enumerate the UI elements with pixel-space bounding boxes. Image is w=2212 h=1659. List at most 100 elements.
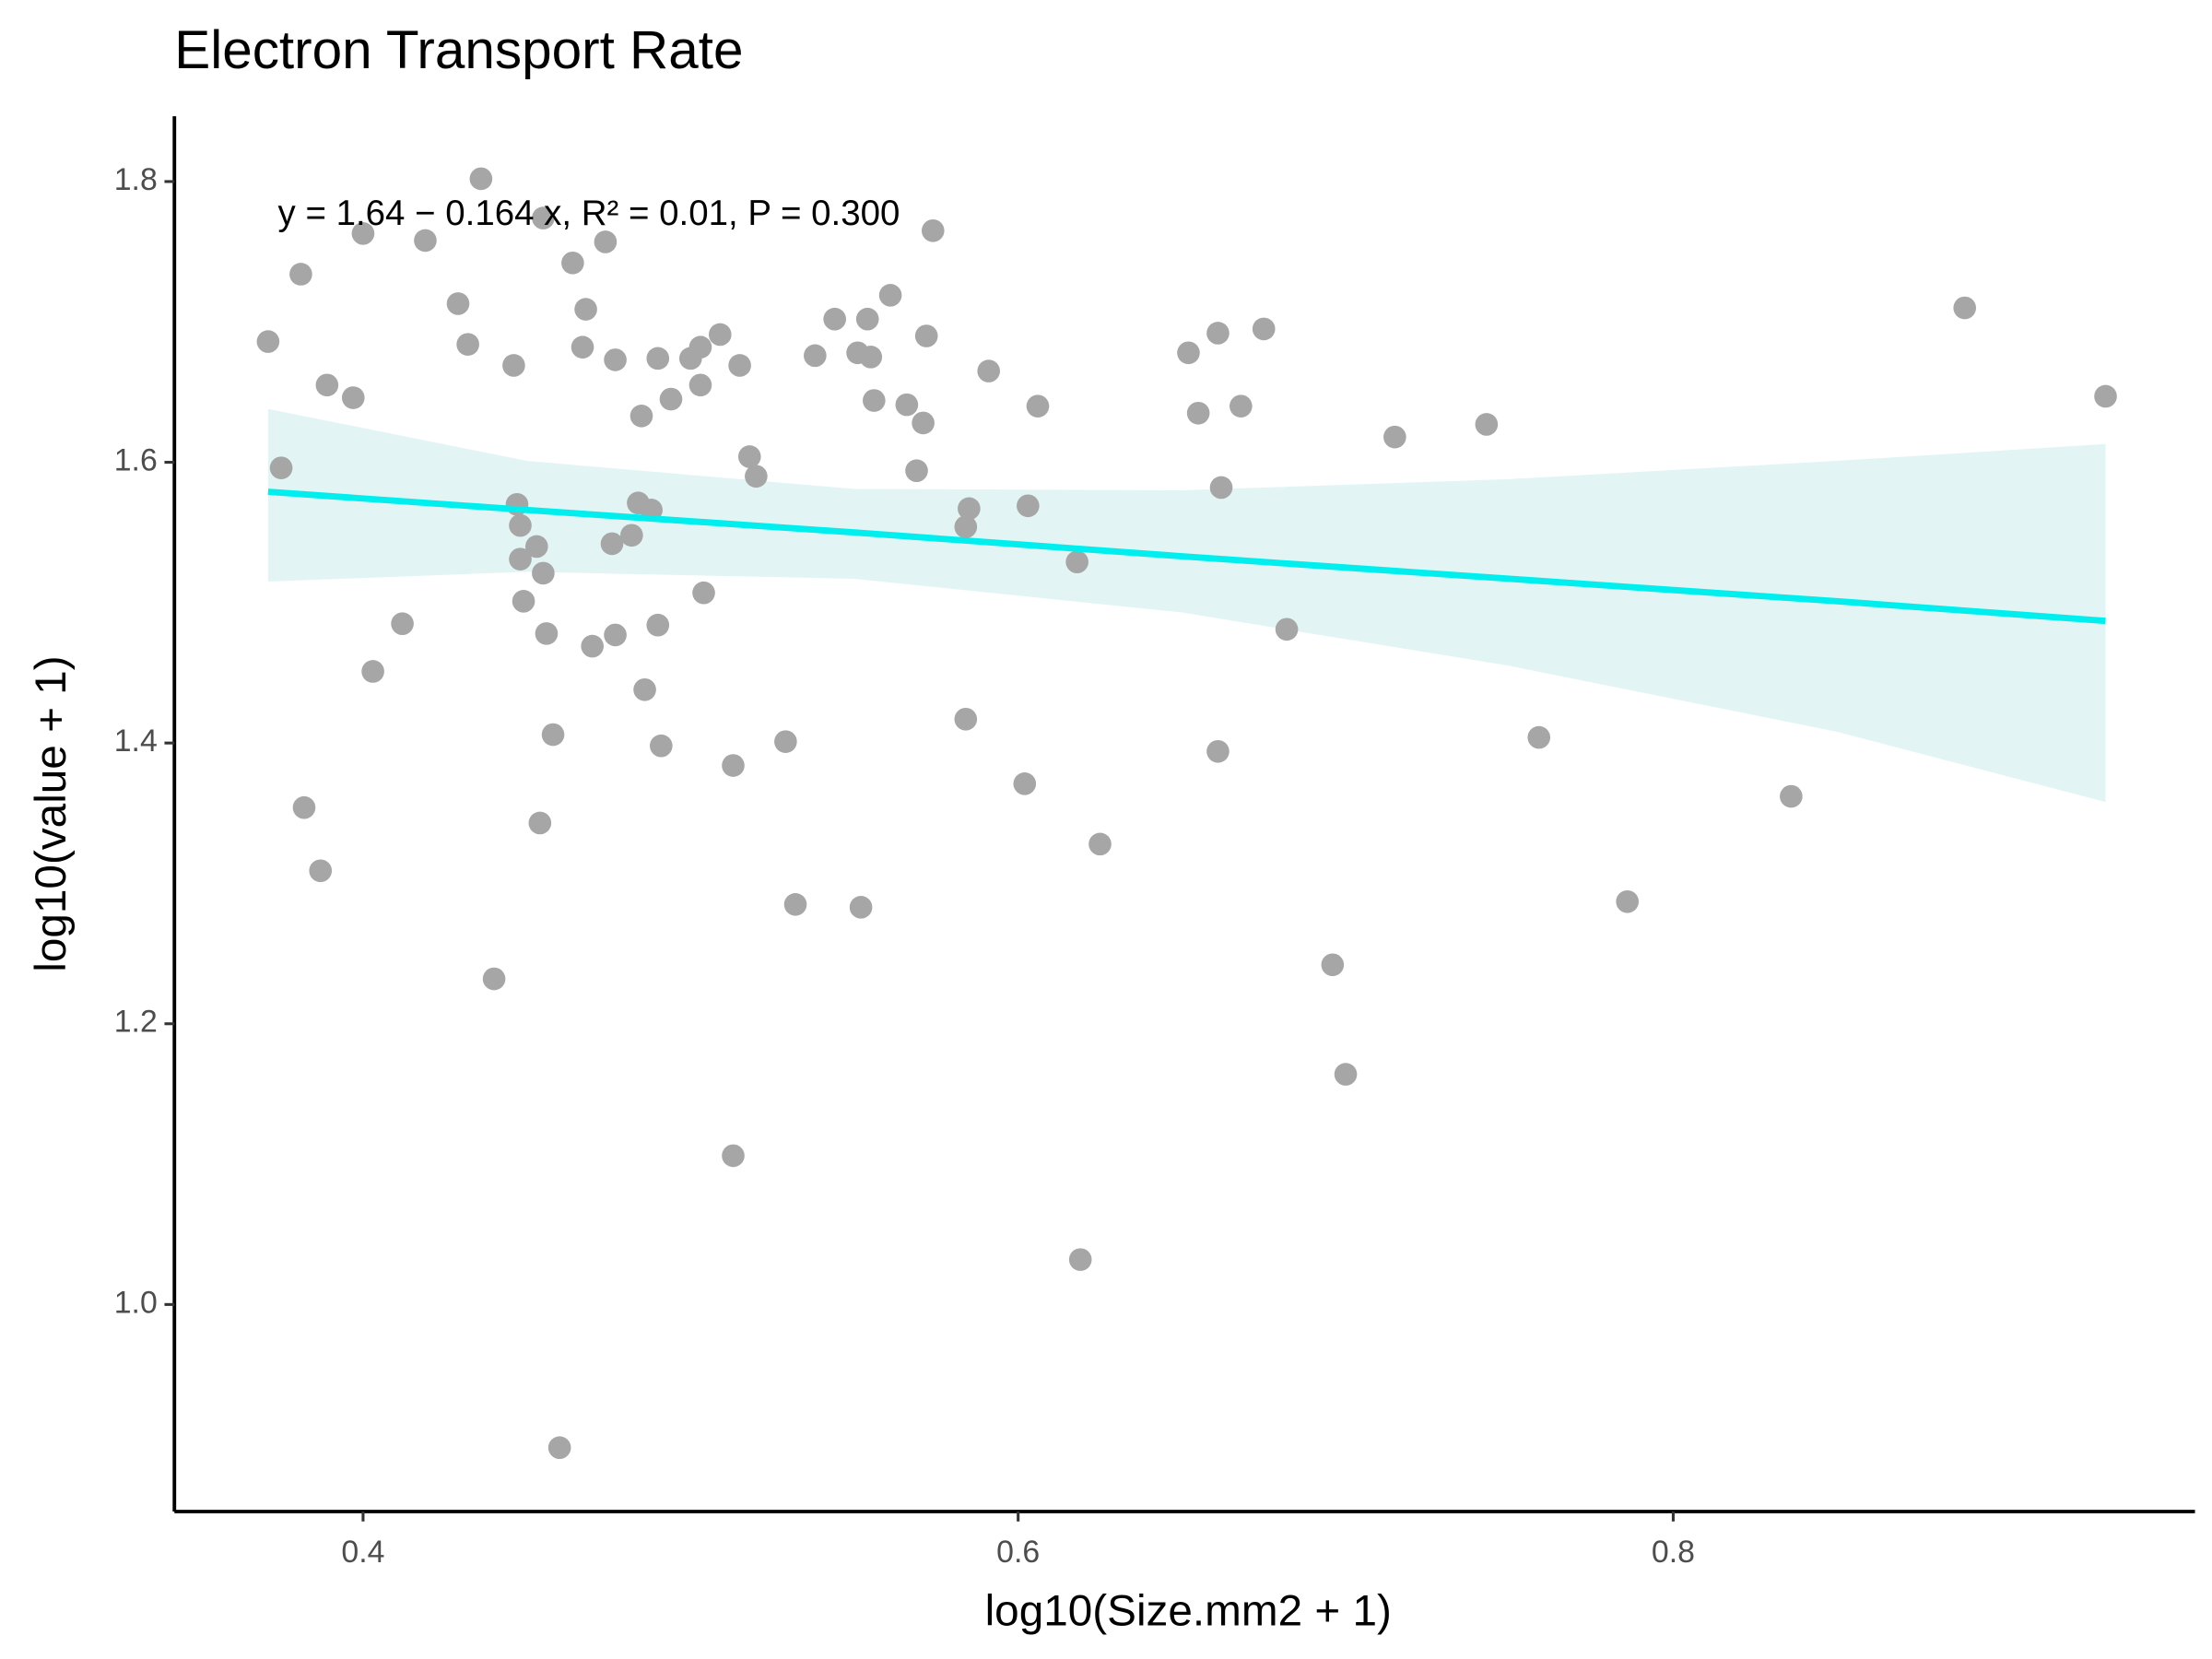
chart-title: Electron Transport Rate	[174, 20, 743, 80]
point	[722, 1144, 745, 1168]
point	[1013, 772, 1037, 795]
point	[535, 622, 559, 645]
point	[1209, 476, 1233, 500]
point	[863, 389, 886, 412]
point	[708, 323, 732, 347]
point	[269, 456, 293, 479]
point	[722, 754, 745, 777]
point	[315, 373, 339, 397]
point	[783, 893, 807, 916]
point	[620, 524, 643, 547]
point	[921, 218, 945, 242]
point	[1953, 296, 1977, 320]
point	[1068, 1248, 1092, 1271]
point	[646, 613, 670, 637]
point	[774, 730, 797, 753]
y-tick-label: 1.8	[114, 162, 158, 197]
point	[1334, 1063, 1358, 1086]
point	[633, 677, 656, 701]
point	[604, 623, 627, 647]
point	[1017, 494, 1040, 518]
point	[859, 346, 883, 369]
point	[361, 660, 384, 683]
point	[659, 387, 683, 411]
y-tick-label: 1.4	[114, 724, 158, 759]
point	[502, 354, 525, 377]
point	[1252, 317, 1276, 341]
point	[1206, 739, 1230, 763]
point	[1321, 953, 1345, 977]
point	[849, 896, 873, 919]
point	[289, 263, 312, 286]
point	[509, 513, 532, 537]
point	[1780, 784, 1803, 808]
point	[728, 354, 751, 377]
point	[391, 612, 414, 636]
point	[1616, 889, 1639, 913]
y-tick-label: 1.2	[114, 1005, 158, 1040]
point	[1065, 550, 1088, 574]
point	[469, 167, 493, 191]
point	[594, 230, 618, 253]
fit-line	[267, 488, 2106, 625]
point	[1475, 413, 1499, 436]
point	[823, 307, 846, 331]
point	[646, 347, 670, 371]
point	[1206, 322, 1230, 345]
point	[532, 206, 555, 229]
x-tick-label: 0.6	[996, 1535, 1040, 1570]
point	[912, 411, 935, 435]
x-tick-label: 0.8	[1652, 1535, 1695, 1570]
point	[954, 707, 978, 731]
x-tick-label: 0.4	[341, 1535, 384, 1570]
point	[351, 222, 375, 245]
point	[446, 292, 470, 315]
point	[958, 497, 981, 521]
point	[482, 967, 506, 991]
point	[1026, 394, 1050, 418]
point	[688, 335, 712, 359]
point	[737, 445, 761, 468]
annotation: y = 1.64 − 0.164 x, R² = 0.01, P = 0.300	[278, 194, 900, 233]
x-axis-label: log10(Size.mm2 + 1)	[985, 1586, 1392, 1635]
point	[309, 859, 333, 883]
point	[977, 359, 1001, 382]
y-axis-label: log10(value + 1)	[27, 655, 76, 971]
point	[256, 330, 280, 353]
point	[1383, 425, 1406, 449]
point	[804, 344, 827, 368]
point	[855, 307, 879, 331]
point	[1177, 341, 1200, 365]
point	[878, 284, 902, 307]
point	[532, 561, 555, 585]
point	[914, 324, 938, 347]
point	[905, 459, 928, 483]
point	[509, 547, 532, 571]
y-tick-label: 1.0	[114, 1285, 158, 1320]
point	[524, 535, 548, 559]
point	[341, 386, 365, 409]
point	[292, 795, 316, 819]
point	[528, 811, 552, 835]
point	[571, 335, 594, 359]
point	[541, 723, 565, 747]
point	[574, 298, 597, 321]
confidence-band	[267, 408, 2106, 803]
point	[581, 634, 604, 658]
point	[1088, 832, 1112, 856]
point	[650, 734, 673, 758]
point	[1186, 401, 1210, 425]
point	[629, 405, 653, 428]
point	[1527, 725, 1551, 749]
point	[561, 251, 584, 275]
point	[954, 515, 978, 538]
point	[895, 393, 919, 417]
point	[547, 1436, 571, 1460]
point	[2094, 384, 2117, 408]
point	[1275, 618, 1299, 641]
point	[456, 333, 479, 356]
point	[604, 348, 627, 371]
point	[1230, 394, 1253, 418]
